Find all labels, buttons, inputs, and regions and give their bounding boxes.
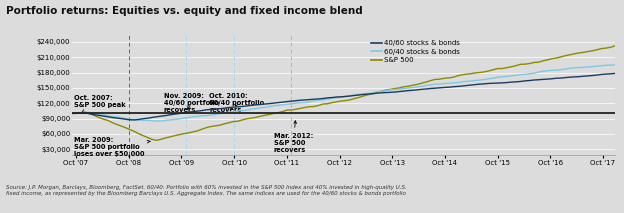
- Text: Mar. 2009:
S&P 500 portfolio
loses over $50,000: Mar. 2009: S&P 500 portfolio loses over …: [74, 137, 150, 157]
- Text: Mar. 2012:
S&P 500
recovers: Mar. 2012: S&P 500 recovers: [274, 121, 313, 153]
- Text: Source: J.P. Morgan, Barclays, Bloomberg, FactSet. 60/40: Portfolio with 60% inv: Source: J.P. Morgan, Barclays, Bloomberg…: [6, 185, 407, 196]
- Text: Oct. 2007:
S&P 500 peak: Oct. 2007: S&P 500 peak: [74, 95, 126, 112]
- Text: Portfolio returns: Equities vs. equity and fixed income blend: Portfolio returns: Equities vs. equity a…: [6, 6, 363, 16]
- Text: Nov. 2009:
40/60 portfolio
recovers: Nov. 2009: 40/60 portfolio recovers: [164, 93, 219, 113]
- Legend: 40/60 stocks & bonds, 60/40 stocks & bonds, S&P 500: 40/60 stocks & bonds, 60/40 stocks & bon…: [368, 37, 463, 66]
- Text: Oct. 2010:
60/40 portfolio
recovers: Oct. 2010: 60/40 portfolio recovers: [209, 93, 265, 113]
